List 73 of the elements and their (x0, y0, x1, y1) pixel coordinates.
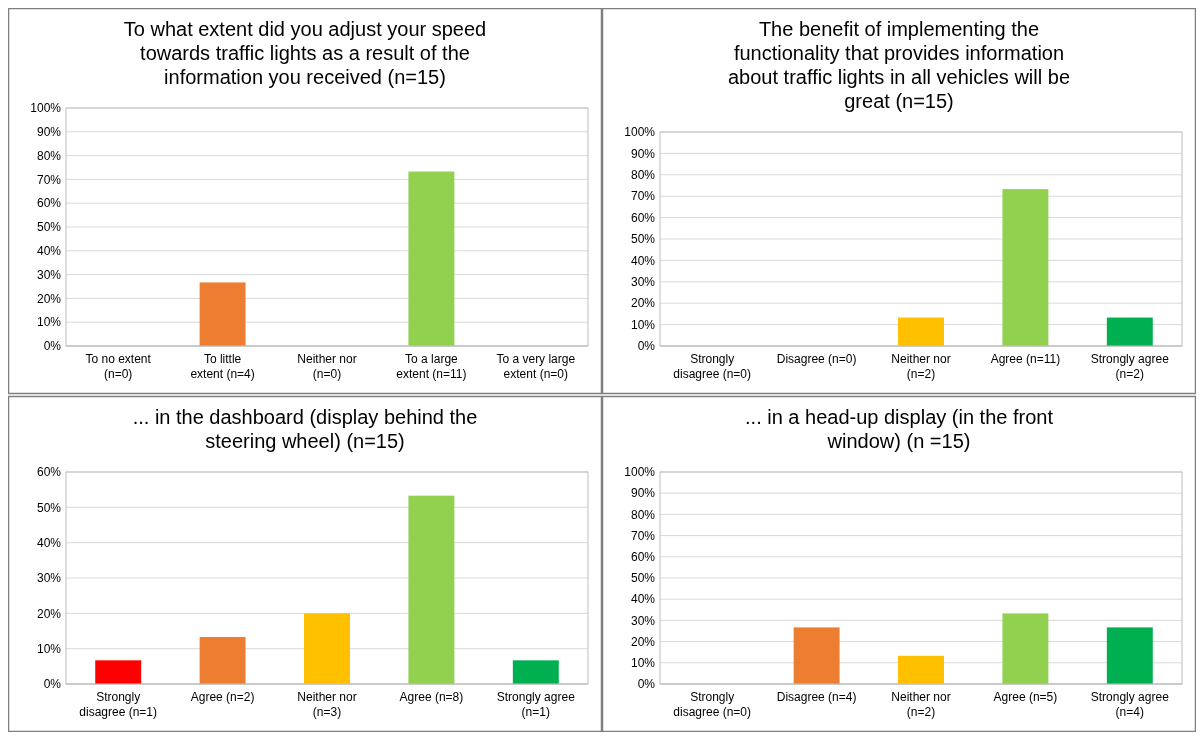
y-tick-label: 40% (630, 592, 656, 607)
y-tick-label: 50% (36, 500, 62, 515)
x-tick-label: Neither nor (n=2) (891, 352, 951, 381)
y-tick-label: 30% (36, 267, 62, 282)
y-tick-label: 0% (43, 677, 62, 692)
y-tick-label: 70% (36, 172, 62, 187)
x-tick-label: Neither nor (n=2) (891, 690, 951, 719)
x-tick-label: Strongly disagree (n=0) (673, 352, 752, 381)
x-tick-label: To no extent (n=0) (85, 352, 152, 381)
y-tick-label: 60% (630, 550, 656, 564)
x-tick-label: Strongly agree (n=4) (1090, 690, 1170, 719)
bar (304, 613, 350, 684)
bar (408, 495, 455, 684)
y-tick-label: 20% (36, 291, 62, 306)
x-tick-label: Agree (n=11) (990, 352, 1061, 366)
x-tick-label: Agree (n=8) (399, 690, 464, 704)
y-tick-label: 90% (630, 146, 656, 161)
y-tick-label: 80% (630, 168, 656, 182)
bar (95, 660, 142, 684)
y-tick-label: 60% (36, 196, 62, 211)
x-tick-label: Strongly agree (n=1) (496, 690, 576, 719)
x-tick-label: To a very large extent (n=0) (496, 352, 576, 381)
y-tick-label: 50% (630, 232, 656, 247)
y-tick-label: 100% (30, 101, 62, 116)
x-tick-label: Disagree (n=0) (776, 352, 857, 366)
x-tick-label: Agree (n=2) (190, 690, 255, 704)
y-tick-label: 40% (36, 535, 62, 550)
y-tick-label: 10% (630, 317, 656, 332)
y-tick-label: 50% (630, 571, 656, 586)
y-tick-label: 10% (36, 641, 62, 656)
bar (793, 627, 840, 684)
chart-title: The benefit of implementing the functionality that provides information about traffic lights in all vehicles will be great (n=15) (727, 18, 1071, 112)
y-tick-label: 90% (630, 486, 656, 501)
y-tick-label: 60% (630, 210, 656, 225)
y-tick-label: 60% (36, 465, 62, 480)
y-tick-label: 10% (36, 315, 62, 330)
y-tick-label: 90% (36, 125, 62, 139)
x-tick-label: Neither nor (n=3) (297, 690, 357, 719)
y-tick-label: 20% (36, 606, 62, 621)
bar (898, 655, 944, 684)
x-tick-label: Strongly disagree (n=1) (79, 690, 158, 719)
x-tick-label: To little extent (n=4) (190, 352, 255, 381)
y-tick-label: 30% (630, 613, 656, 628)
y-tick-label: 20% (630, 296, 656, 311)
y-tick-label: 100% (624, 465, 656, 480)
bar (1002, 613, 1049, 684)
y-tick-label: 30% (36, 571, 62, 586)
chart-title: To what extent did you adjust your speed towards traffic lights as a result of the information you received (n=15) (123, 18, 487, 88)
x-tick-label: Strongly agree (n=2) (1090, 352, 1170, 381)
y-tick-label: 70% (630, 189, 656, 204)
x-tick-label: Strongly disagree (n=0) (673, 690, 752, 719)
y-tick-label: 70% (630, 528, 656, 543)
y-tick-label: 80% (36, 148, 62, 163)
x-tick-label: Agree (n=5) (993, 690, 1058, 704)
y-tick-label: 10% (630, 656, 656, 670)
chart-title: ... in the dashboard (display behind the steering wheel) (n=15) (132, 406, 478, 452)
x-tick-label: Disagree (n=4) (776, 690, 857, 704)
x-tick-label: Neither nor (n=0) (297, 352, 357, 381)
bar (512, 660, 559, 684)
y-tick-label: 20% (630, 634, 656, 649)
y-tick-label: 100% (624, 125, 656, 140)
y-tick-label: 0% (43, 339, 62, 354)
y-tick-label: 0% (637, 677, 656, 692)
y-tick-label: 0% (637, 339, 656, 354)
bar (199, 637, 246, 684)
chart-title: ... in a head-up display (in the front window) (n =15) (745, 406, 1054, 452)
y-tick-label: 30% (630, 275, 656, 289)
y-tick-label: 40% (36, 244, 62, 258)
x-tick-label: To a large extent (n=11) (396, 352, 467, 381)
y-tick-label: 40% (630, 253, 656, 268)
bar (1106, 627, 1153, 684)
y-tick-label: 80% (630, 507, 656, 522)
y-tick-label: 50% (36, 220, 62, 235)
